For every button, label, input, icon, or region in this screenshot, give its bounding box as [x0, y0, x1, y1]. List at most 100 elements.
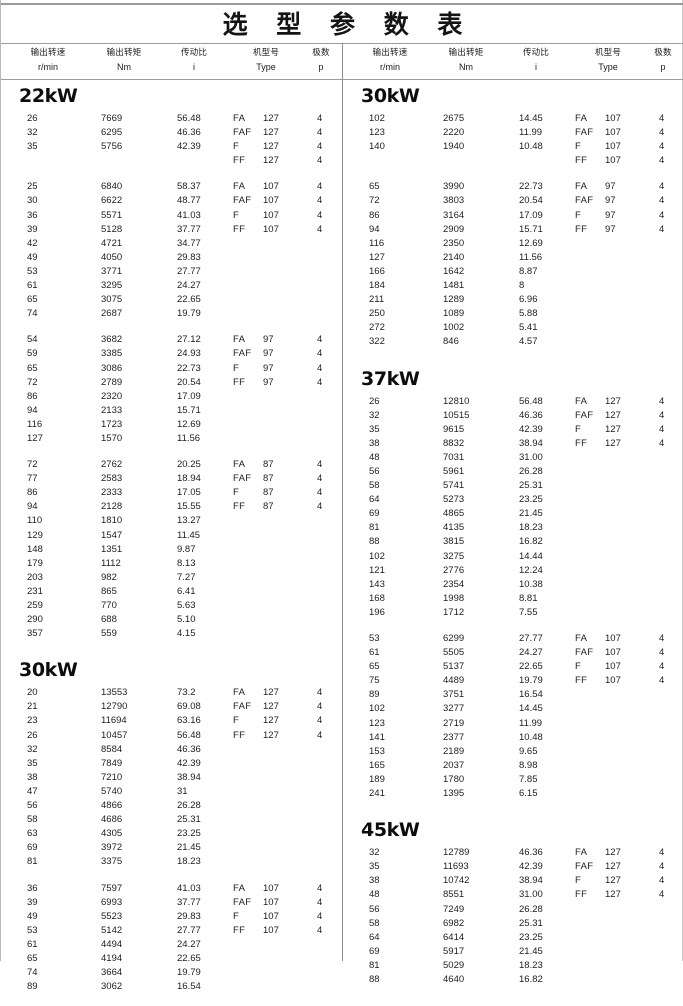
section-title: 45kW	[343, 813, 683, 846]
cell-ratio: 22.73	[177, 362, 231, 376]
cell-output-speed: 56	[369, 465, 427, 479]
cell-ratio: 20.54	[177, 376, 231, 390]
cell-output-speed: 81	[27, 855, 85, 869]
cell-ratio: 37.77	[177, 223, 231, 237]
cell-ratio: 31.00	[519, 888, 573, 902]
cell-output-speed: 127	[369, 251, 427, 265]
cell-ratio: 34.77	[177, 237, 231, 251]
cell-type-code: 127	[605, 423, 639, 437]
cell-output-speed: 32	[369, 409, 427, 423]
section-title: 22kW	[1, 79, 342, 112]
cell-output-speed: 203	[27, 571, 85, 585]
cell-ratio: 22.73	[519, 180, 573, 194]
cell-output-torque: 4489	[443, 674, 501, 688]
cell-output-speed: 184	[369, 279, 427, 293]
cell-output-torque: 3664	[101, 966, 159, 980]
cell-type-code: 87	[263, 458, 297, 472]
title-band: 选 型 参 数 表	[1, 6, 683, 42]
cell-output-speed: 56	[369, 903, 427, 917]
cell-ratio: 4.57	[519, 335, 573, 349]
cell-type-code: 127	[605, 437, 639, 451]
cell-ratio: 42.39	[177, 757, 231, 771]
cell-type-code: 107	[263, 223, 297, 237]
cell-output-speed: 61	[27, 279, 85, 293]
cell-output-speed: 69	[27, 841, 85, 855]
cell-ratio: 27.77	[177, 924, 231, 938]
cell-ratio: 56.48	[177, 112, 231, 126]
cell-ratio: 18.23	[177, 855, 231, 869]
cell-poles: 4	[659, 409, 673, 423]
table-column-right: 输出转速 r/min 输出转矩 Nm 传动比 i 机型号 Type 极数 p 3…	[343, 43, 683, 961]
cell-ratio: 24.27	[177, 938, 231, 952]
cell-ratio: 7.55	[519, 606, 573, 620]
cell-type-code: 87	[263, 472, 297, 486]
cell-output-torque: 1780	[443, 773, 501, 787]
header-en: p	[643, 60, 683, 74]
cell-output-speed: 39	[27, 223, 85, 237]
cell-output-torque: 1481	[443, 279, 501, 293]
cell-output-torque: 1002	[443, 321, 501, 335]
cell-output-speed: 64	[369, 493, 427, 507]
cell-ratio: 41.03	[177, 209, 231, 223]
cell-ratio: 5.41	[519, 321, 573, 335]
cell-poles: 4	[317, 347, 331, 361]
cell-ratio: 25.31	[519, 917, 573, 931]
cell-output-torque: 3062	[101, 980, 159, 994]
cell-poles: 4	[317, 500, 331, 514]
cell-type-code: 87	[263, 500, 297, 514]
cell-output-torque: 1712	[443, 606, 501, 620]
cell-output-torque: 6622	[101, 194, 159, 208]
top-rule	[1, 3, 683, 5]
cell-output-speed: 65	[369, 660, 427, 674]
cell-output-torque: 2719	[443, 717, 501, 731]
cell-poles: 4	[659, 874, 673, 888]
cell-output-speed: 72	[27, 458, 85, 472]
cell-type-code: 127	[263, 154, 297, 168]
cell-output-speed: 65	[27, 293, 85, 307]
cell-output-torque: 1940	[443, 140, 501, 154]
cell-output-speed: 143	[369, 578, 427, 592]
cell-output-speed: 65	[369, 180, 427, 194]
header-en: i	[161, 60, 227, 74]
cell-output-speed: 168	[369, 592, 427, 606]
section-title: 30kW	[1, 653, 342, 686]
cell-output-torque: 2762	[101, 458, 159, 472]
cell-output-speed: 53	[27, 924, 85, 938]
header-cell-poles: 极数 p	[643, 46, 683, 74]
cell-output-speed: 196	[369, 606, 427, 620]
cell-output-torque: 6295	[101, 126, 159, 140]
cell-output-speed: 141	[369, 731, 427, 745]
cell-output-speed: 121	[369, 564, 427, 578]
cell-output-speed: 94	[27, 500, 85, 514]
cell-ratio: 23.25	[519, 493, 573, 507]
header-cn: 传动比	[503, 46, 569, 60]
cell-ratio: 11.56	[519, 251, 573, 265]
cell-output-torque: 6840	[101, 180, 159, 194]
cell-ratio: 21.45	[519, 507, 573, 521]
cell-poles: 4	[659, 846, 673, 860]
cell-output-speed: 74	[27, 966, 85, 980]
cell-output-speed: 48	[369, 888, 427, 902]
cell-output-speed: 30	[27, 194, 85, 208]
cell-output-speed: 86	[27, 486, 85, 500]
